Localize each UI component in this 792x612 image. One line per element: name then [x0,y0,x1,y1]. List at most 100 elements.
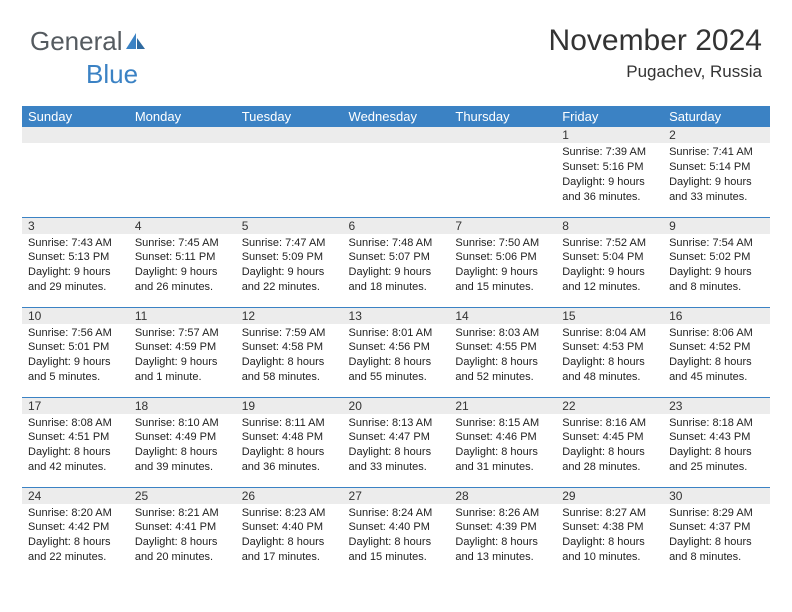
sunrise-text: Sunrise: 8:23 AM [242,506,337,521]
weekday-header: Saturday [663,106,770,127]
sunrise-text: Sunrise: 7:39 AM [562,145,657,160]
sunset-text: Sunset: 5:04 PM [562,250,657,265]
day-details: Sunrise: 8:29 AMSunset: 4:37 PMDaylight:… [663,504,770,569]
sunset-text: Sunset: 5:06 PM [455,250,550,265]
daylight-text: Daylight: 8 hours and 22 minutes. [28,535,123,565]
daylight-text: Daylight: 8 hours and 17 minutes. [242,535,337,565]
daylight-text: Daylight: 9 hours and 22 minutes. [242,265,337,295]
sunrise-text: Sunrise: 8:24 AM [349,506,444,521]
sunset-text: Sunset: 4:46 PM [455,430,550,445]
sail-icon [125,28,147,59]
calendar-row: 3Sunrise: 7:43 AMSunset: 5:13 PMDaylight… [22,217,770,307]
day-number: 27 [343,488,450,504]
empty-daynum [236,127,343,143]
sunrise-text: Sunrise: 8:15 AM [455,416,550,431]
daylight-text: Daylight: 9 hours and 18 minutes. [349,265,444,295]
calendar-empty-cell [343,127,450,217]
calendar-row: 1Sunrise: 7:39 AMSunset: 5:16 PMDaylight… [22,127,770,217]
day-details: Sunrise: 7:47 AMSunset: 5:09 PMDaylight:… [236,234,343,299]
day-details: Sunrise: 8:23 AMSunset: 4:40 PMDaylight:… [236,504,343,569]
sunrise-text: Sunrise: 7:59 AM [242,326,337,341]
day-number: 2 [663,127,770,143]
calendar-day-cell: 12Sunrise: 7:59 AMSunset: 4:58 PMDayligh… [236,307,343,397]
calendar-day-cell: 5Sunrise: 7:47 AMSunset: 5:09 PMDaylight… [236,217,343,307]
day-details: Sunrise: 8:04 AMSunset: 4:53 PMDaylight:… [556,324,663,389]
sunset-text: Sunset: 5:01 PM [28,340,123,355]
calendar-day-cell: 21Sunrise: 8:15 AMSunset: 4:46 PMDayligh… [449,397,556,487]
calendar-day-cell: 8Sunrise: 7:52 AMSunset: 5:04 PMDaylight… [556,217,663,307]
day-details: Sunrise: 7:52 AMSunset: 5:04 PMDaylight:… [556,234,663,299]
sunrise-text: Sunrise: 7:45 AM [135,236,230,251]
sunset-text: Sunset: 5:13 PM [28,250,123,265]
day-number: 23 [663,398,770,414]
calendar-day-cell: 30Sunrise: 8:29 AMSunset: 4:37 PMDayligh… [663,487,770,577]
sunset-text: Sunset: 4:47 PM [349,430,444,445]
calendar-empty-cell [236,127,343,217]
day-number: 1 [556,127,663,143]
calendar-day-cell: 29Sunrise: 8:27 AMSunset: 4:38 PMDayligh… [556,487,663,577]
sunrise-text: Sunrise: 8:18 AM [669,416,764,431]
calendar-row: 10Sunrise: 7:56 AMSunset: 5:01 PMDayligh… [22,307,770,397]
day-details: Sunrise: 8:24 AMSunset: 4:40 PMDaylight:… [343,504,450,569]
sunset-text: Sunset: 5:09 PM [242,250,337,265]
day-number: 8 [556,218,663,234]
day-number: 22 [556,398,663,414]
sunset-text: Sunset: 5:14 PM [669,160,764,175]
daylight-text: Daylight: 9 hours and 29 minutes. [28,265,123,295]
day-details: Sunrise: 8:21 AMSunset: 4:41 PMDaylight:… [129,504,236,569]
day-details: Sunrise: 7:39 AMSunset: 5:16 PMDaylight:… [556,143,663,208]
location-subtitle: Pugachev, Russia [549,62,762,82]
sunrise-text: Sunrise: 8:27 AM [562,506,657,521]
sunset-text: Sunset: 4:38 PM [562,520,657,535]
sunset-text: Sunset: 4:51 PM [28,430,123,445]
day-number: 3 [22,218,129,234]
daylight-text: Daylight: 9 hours and 36 minutes. [562,175,657,205]
daylight-text: Daylight: 9 hours and 5 minutes. [28,355,123,385]
sunset-text: Sunset: 4:40 PM [242,520,337,535]
page-title-block: November 2024 Pugachev, Russia [549,24,762,82]
calendar-empty-cell [129,127,236,217]
day-details: Sunrise: 8:06 AMSunset: 4:52 PMDaylight:… [663,324,770,389]
sunrise-text: Sunrise: 7:57 AM [135,326,230,341]
calendar-day-cell: 20Sunrise: 8:13 AMSunset: 4:47 PMDayligh… [343,397,450,487]
day-number: 15 [556,308,663,324]
calendar-day-cell: 17Sunrise: 8:08 AMSunset: 4:51 PMDayligh… [22,397,129,487]
weekday-header: Monday [129,106,236,127]
daylight-text: Daylight: 8 hours and 52 minutes. [455,355,550,385]
sunset-text: Sunset: 4:40 PM [349,520,444,535]
sunrise-text: Sunrise: 8:08 AM [28,416,123,431]
sunrise-text: Sunrise: 8:04 AM [562,326,657,341]
day-number: 24 [22,488,129,504]
brand-logo: General Blue [30,26,147,90]
calendar-day-cell: 15Sunrise: 8:04 AMSunset: 4:53 PMDayligh… [556,307,663,397]
daylight-text: Daylight: 8 hours and 8 minutes. [669,535,764,565]
day-details: Sunrise: 7:48 AMSunset: 5:07 PMDaylight:… [343,234,450,299]
sunrise-text: Sunrise: 8:11 AM [242,416,337,431]
daylight-text: Daylight: 8 hours and 45 minutes. [669,355,764,385]
sunrise-text: Sunrise: 8:16 AM [562,416,657,431]
calendar-day-cell: 3Sunrise: 7:43 AMSunset: 5:13 PMDaylight… [22,217,129,307]
day-details: Sunrise: 7:50 AMSunset: 5:06 PMDaylight:… [449,234,556,299]
day-number: 26 [236,488,343,504]
calendar-day-cell: 6Sunrise: 7:48 AMSunset: 5:07 PMDaylight… [343,217,450,307]
month-title: November 2024 [549,24,762,58]
sunrise-text: Sunrise: 7:47 AM [242,236,337,251]
sunset-text: Sunset: 4:58 PM [242,340,337,355]
day-details: Sunrise: 7:59 AMSunset: 4:58 PMDaylight:… [236,324,343,389]
day-number: 14 [449,308,556,324]
sunset-text: Sunset: 4:41 PM [135,520,230,535]
calendar-day-cell: 14Sunrise: 8:03 AMSunset: 4:55 PMDayligh… [449,307,556,397]
calendar-day-cell: 11Sunrise: 7:57 AMSunset: 4:59 PMDayligh… [129,307,236,397]
day-details: Sunrise: 8:26 AMSunset: 4:39 PMDaylight:… [449,504,556,569]
sunset-text: Sunset: 5:11 PM [135,250,230,265]
sunrise-text: Sunrise: 8:26 AM [455,506,550,521]
sunrise-text: Sunrise: 7:48 AM [349,236,444,251]
calendar-empty-cell [449,127,556,217]
calendar-day-cell: 25Sunrise: 8:21 AMSunset: 4:41 PMDayligh… [129,487,236,577]
calendar-day-cell: 1Sunrise: 7:39 AMSunset: 5:16 PMDaylight… [556,127,663,217]
day-details: Sunrise: 8:03 AMSunset: 4:55 PMDaylight:… [449,324,556,389]
calendar-day-cell: 19Sunrise: 8:11 AMSunset: 4:48 PMDayligh… [236,397,343,487]
daylight-text: Daylight: 8 hours and 36 minutes. [242,445,337,475]
sunset-text: Sunset: 4:45 PM [562,430,657,445]
sunrise-text: Sunrise: 8:10 AM [135,416,230,431]
